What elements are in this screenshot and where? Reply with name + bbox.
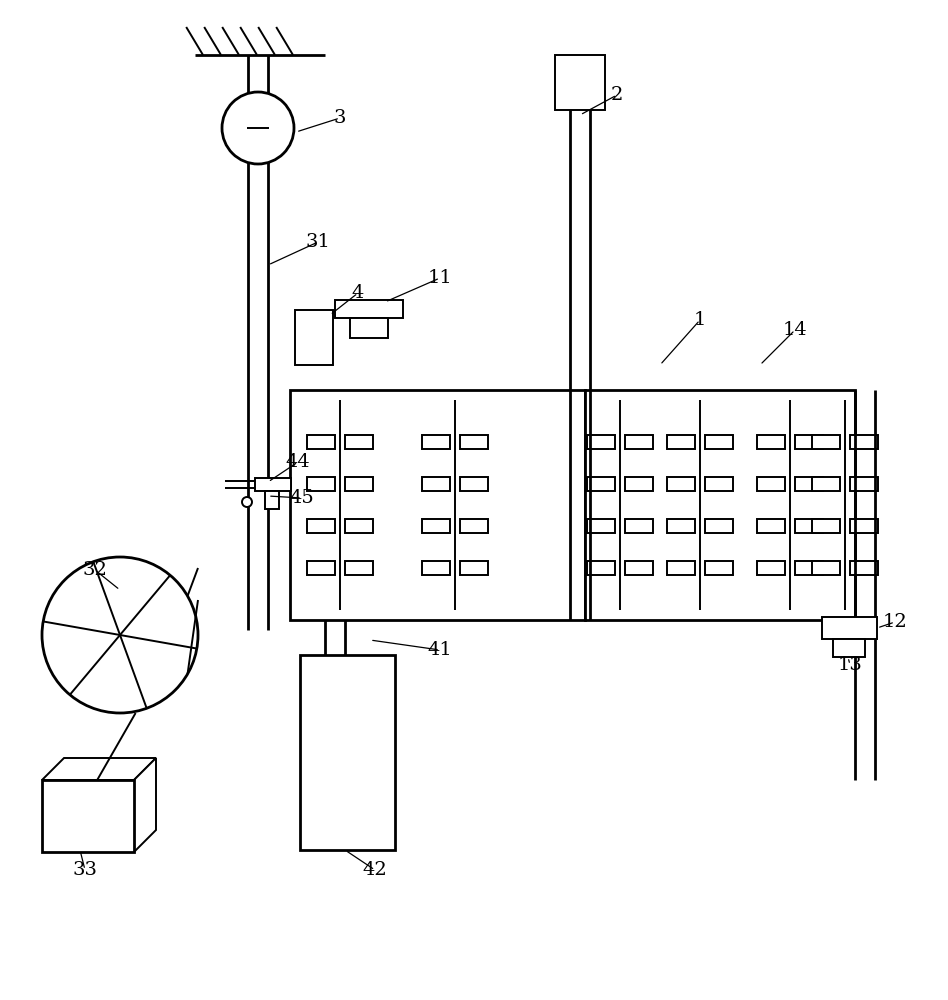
Text: 33: 33 [72,861,98,879]
Bar [667,477,695,491]
Bar [460,477,488,491]
Bar [822,617,877,639]
Polygon shape [42,758,156,780]
Text: 1: 1 [694,311,706,329]
Bar [255,478,291,491]
Bar [307,519,335,533]
Bar [667,519,695,533]
Bar [757,477,785,491]
Text: 45: 45 [290,489,315,507]
Bar [812,477,840,491]
Bar [295,310,333,365]
Text: 4: 4 [352,284,364,302]
Bar [42,780,134,852]
Bar [587,519,615,533]
Bar [587,435,615,449]
Circle shape [242,497,252,507]
Bar [705,519,733,533]
Bar [587,477,615,491]
Bar [625,519,653,533]
Text: 2: 2 [611,86,623,104]
Bar [307,561,335,575]
Bar [812,519,840,533]
Bar [585,390,855,620]
Text: 42: 42 [363,861,388,879]
Bar [795,519,823,533]
Bar [422,561,450,575]
Bar [290,390,585,620]
Bar [265,491,279,509]
Text: 32: 32 [82,561,107,579]
Bar [850,435,878,449]
Text: 12: 12 [883,613,907,631]
Text: 11: 11 [428,269,452,287]
Bar [757,519,785,533]
Bar [422,435,450,449]
Bar [345,435,373,449]
Bar [850,561,878,575]
Bar [833,639,865,657]
Bar [850,477,878,491]
Bar [705,435,733,449]
Bar [555,55,605,110]
Bar [795,561,823,575]
Bar [422,477,450,491]
Bar [795,477,823,491]
Bar [345,561,373,575]
Bar [757,435,785,449]
Circle shape [42,557,198,713]
Text: 31: 31 [305,233,331,251]
Text: 13: 13 [838,656,863,674]
Text: 44: 44 [285,453,310,471]
Bar [625,477,653,491]
Bar [307,435,335,449]
Bar [625,561,653,575]
Bar [795,435,823,449]
Bar [300,655,395,850]
Bar [757,561,785,575]
Bar [587,561,615,575]
Text: 14: 14 [783,321,808,339]
Bar [422,519,450,533]
Bar [345,519,373,533]
Text: 41: 41 [428,641,452,659]
Polygon shape [134,758,156,852]
Bar [667,561,695,575]
Bar [460,561,488,575]
Bar [705,477,733,491]
Bar [812,561,840,575]
Bar [705,561,733,575]
Bar [350,318,388,338]
Bar [812,435,840,449]
Bar [625,435,653,449]
Bar [335,300,403,318]
Bar [850,519,878,533]
Bar [460,435,488,449]
Bar [460,519,488,533]
Circle shape [222,92,294,164]
Bar [345,477,373,491]
Text: 3: 3 [334,109,346,127]
Bar [667,435,695,449]
Bar [307,477,335,491]
